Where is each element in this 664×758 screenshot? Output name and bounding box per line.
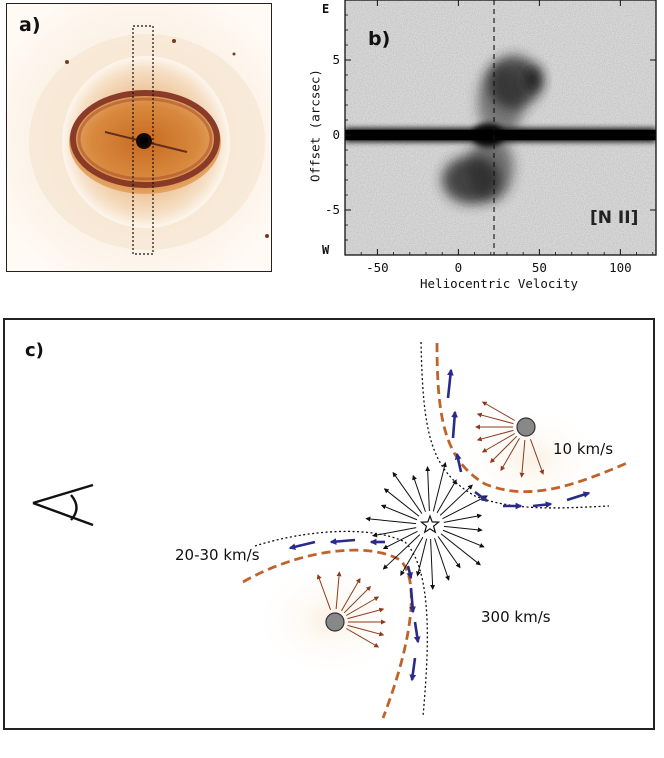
continuum-peak — [471, 123, 504, 147]
schematic-diagram — [32, 341, 628, 719]
emission-knot — [468, 135, 514, 201]
x-axis-label: Heliocentric Velocity — [420, 276, 579, 291]
outflow-ray — [476, 429, 514, 442]
x-tick-label: 50 — [532, 260, 547, 275]
x-tick-label: 0 — [455, 260, 463, 275]
wind-ray — [432, 461, 447, 512]
x-tick-label: -50 — [366, 260, 389, 275]
flow-arrow — [329, 538, 356, 545]
upper-bow-shock — [435, 342, 628, 494]
west-label: W — [322, 243, 330, 257]
wind-ray — [443, 525, 483, 533]
wind-ray — [416, 538, 428, 577]
nebula-ring — [70, 90, 220, 188]
outflow-ray — [346, 628, 380, 648]
wind-ray — [436, 479, 457, 514]
wind-ray — [434, 538, 450, 581]
wind-ray — [442, 529, 485, 548]
wind-ray — [443, 513, 483, 523]
x-tick-label: 100 — [609, 260, 632, 275]
outflow-ray — [489, 435, 518, 464]
y-axis-label: Offset (arcsec) — [307, 69, 323, 182]
fast-wind-rays — [365, 461, 488, 590]
wind-ray — [442, 495, 488, 520]
wall-flow-speed: 20-30 km/s — [175, 546, 260, 564]
outflow-ray — [343, 585, 372, 614]
wind-ray — [365, 516, 417, 525]
lower-bow-shock — [242, 548, 413, 719]
wind-ray — [439, 484, 473, 516]
wind-ray — [380, 504, 418, 521]
upper-knot — [516, 417, 536, 437]
panel-b-pv-diagram: -50 0 50 100 5 0 -5 b) E W [N II] Heliocentric… — [300, 0, 664, 300]
flow-arrow — [446, 368, 454, 399]
flow-arrow — [409, 587, 416, 614]
flow-arrow — [288, 540, 316, 551]
outflow-ray — [481, 401, 515, 421]
east-label: E — [322, 2, 330, 16]
outflow-ray — [347, 607, 385, 620]
knot-outflow-speed: 10 km/s — [553, 440, 614, 458]
flow-arrow — [413, 621, 421, 644]
y-tick-label: 5 — [332, 52, 340, 67]
central-star-icon — [419, 514, 441, 534]
flow-arrow — [532, 501, 553, 508]
pv-frame — [344, 0, 657, 256]
nebula-image — [7, 4, 271, 271]
flow-arrow — [406, 565, 413, 580]
lower-knot-outflow — [316, 571, 386, 648]
emission-knot — [523, 66, 543, 93]
nii-line-label: [N II] — [590, 208, 639, 228]
outflow-ray — [335, 571, 342, 610]
upper-outer-boundary — [420, 341, 610, 509]
flow-arrow — [474, 490, 489, 503]
y-tick-label: -5 — [325, 202, 340, 217]
outflow-ray — [347, 624, 385, 637]
wind-ray — [412, 474, 426, 512]
outflow-ray — [529, 439, 545, 475]
upper-knot-outflow — [475, 401, 545, 478]
flow-arrow — [566, 491, 591, 502]
wind-ray — [383, 488, 420, 517]
wind-ray — [372, 527, 417, 538]
slit-position-box — [132, 25, 154, 255]
wind-ray — [382, 530, 418, 550]
fast-wind-speed: 300 km/s — [481, 608, 551, 626]
outflow-ray — [346, 596, 380, 616]
panel-c-label: c) — [25, 340, 44, 361]
outflow-ray — [476, 412, 514, 425]
wind-ray — [425, 466, 431, 512]
wind-ray — [437, 536, 461, 569]
panel-b-label: b) — [368, 28, 391, 50]
observer-eye-icon — [32, 483, 94, 527]
wind-ray — [392, 471, 423, 514]
outflow-ray — [316, 574, 332, 610]
wind-ray — [400, 536, 424, 576]
lower-outer-boundary — [254, 530, 428, 717]
flow-arrow — [409, 657, 417, 682]
panel-a-nebula-image: a) — [6, 3, 272, 272]
wind-ray — [382, 534, 421, 570]
wind-ray — [440, 533, 481, 566]
y-tick-label: 0 — [332, 127, 340, 142]
flow-arrow — [451, 410, 458, 439]
wind-ray — [430, 538, 436, 590]
pv-emission — [345, 55, 656, 204]
flow-arrow — [454, 452, 463, 473]
outflow-ray — [481, 433, 515, 453]
outflow-ray — [519, 439, 526, 478]
emission-knot — [477, 66, 524, 138]
outflow-ray — [341, 577, 361, 611]
outflow-ray — [500, 438, 520, 472]
flow-arrows — [288, 368, 591, 682]
panel-c-schematic: c) 10 km/s 20-30 km/s 300 km/s — [3, 318, 655, 730]
lower-knot — [325, 612, 345, 632]
panel-a-label: a) — [19, 14, 41, 36]
